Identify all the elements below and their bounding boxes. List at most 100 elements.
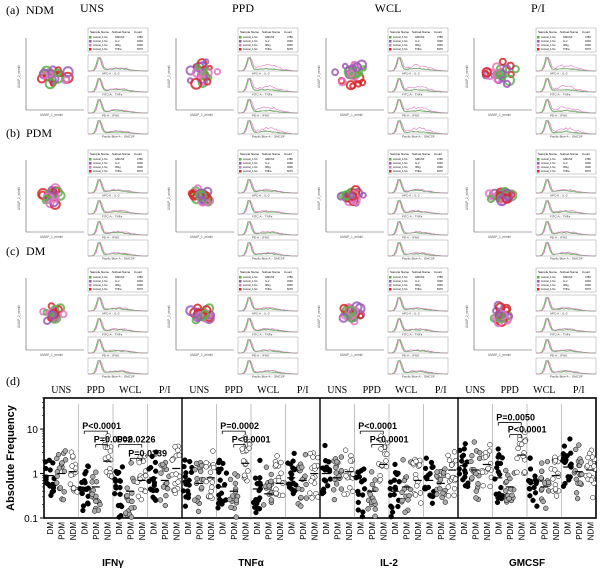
- histogram-axis-label: FITC-A :: TNFa: [252, 215, 273, 219]
- data-point: [526, 485, 532, 492]
- p-value-label: P<0.0001: [508, 425, 547, 435]
- data-point: [60, 497, 67, 503]
- histogram-trace: [387, 221, 448, 236]
- umap-y-label: UMAP_2_mimili: [465, 305, 469, 328]
- histogram-trace: [388, 296, 449, 312]
- data-point: [266, 483, 272, 489]
- data-point: [527, 466, 534, 472]
- data-point: [331, 487, 337, 493]
- table-cell: 4780: [585, 35, 591, 39]
- table-cell: concat_1.fcs: [243, 169, 258, 173]
- table-header: Subset Name: [560, 152, 579, 156]
- cohort-tick-label: PDM: [437, 522, 446, 540]
- data-point: [158, 470, 164, 476]
- table-header: Count: [134, 270, 142, 274]
- data-point: [253, 509, 259, 516]
- data-point: [578, 459, 584, 465]
- table-swatch: [239, 48, 242, 51]
- data-point: [146, 478, 152, 484]
- table-swatch: [389, 48, 392, 51]
- table-cell: concat_1.fcs: [541, 165, 556, 169]
- table-header: Subset Name: [560, 30, 579, 34]
- table-cell: 4500: [137, 43, 143, 47]
- table-cell: GMCSF: [415, 275, 425, 279]
- data-point: [388, 514, 394, 520]
- table-header: Subset Name: [412, 30, 431, 34]
- data-point: [437, 477, 444, 483]
- data-point: [62, 448, 68, 454]
- data-point: [81, 478, 88, 484]
- histogram-frame: [387, 75, 449, 93]
- histogram-trace: [238, 77, 299, 93]
- umap-cluster: [502, 64, 512, 74]
- flow-panel: UMAP_2_mimili UMAP_1_mimili Sample Name Sub…: [17, 267, 149, 379]
- table-cell: concat_1.fcs: [541, 47, 556, 51]
- histogram-frame: [237, 176, 299, 194]
- data-point: [407, 486, 414, 493]
- data-point: [585, 454, 591, 461]
- histogram-trace: [238, 241, 299, 257]
- table-cell: TNFa: [265, 287, 272, 291]
- table-cell: concat_1.fcs: [393, 35, 408, 39]
- data-point: [532, 490, 539, 496]
- histogram-axis-label: Pacific Blue-A :: GMCSF: [252, 135, 285, 139]
- table-header: Subset Name: [112, 152, 131, 156]
- table-swatch: [89, 166, 92, 169]
- table-swatch: [537, 162, 540, 165]
- histogram-frame: [237, 54, 299, 72]
- data-point: [280, 492, 286, 499]
- data-point: [392, 461, 398, 468]
- data-point: [241, 472, 248, 478]
- table-cell: GMCSF: [415, 157, 425, 161]
- cohort-tick-label: DM: [218, 522, 227, 535]
- data-point: [356, 474, 363, 480]
- histogram-trace: [88, 56, 148, 72]
- data-point: [217, 477, 223, 483]
- data-point: [116, 469, 122, 476]
- histogram-trace: [536, 77, 596, 93]
- umap-cluster: [336, 192, 346, 201]
- data-point: [223, 470, 230, 476]
- histogram-frame: [237, 336, 299, 354]
- data-point: [182, 503, 189, 509]
- data-point: [299, 476, 306, 483]
- umap-x-label: UMAP_1_mimili: [488, 353, 511, 357]
- histogram-trace: [388, 56, 449, 72]
- stim-label: UNS: [327, 385, 347, 396]
- cohort-tick-label: PDM: [161, 522, 170, 540]
- data-point: [487, 483, 493, 490]
- table-cell: 3230: [437, 161, 443, 165]
- data-point: [268, 471, 274, 478]
- p-value-label: P=0.0002: [220, 421, 259, 431]
- p-value-label: P<0.0001: [358, 421, 397, 431]
- table-header: Subset Name: [412, 270, 431, 274]
- flow-panel: UMAP_2_mimili UMAP_1_mimili Sample Name Sub…: [317, 267, 449, 379]
- data-point: [568, 461, 574, 467]
- data-point: [372, 506, 378, 512]
- table-header: Subset Name: [560, 270, 579, 274]
- histogram-axis-label: APC-A :: IL-2: [402, 194, 420, 198]
- data-point: [399, 489, 405, 496]
- histogram-frame: [535, 218, 597, 236]
- histogram-axis-label: PE-A :: IFNG: [252, 236, 270, 240]
- data-point: [97, 501, 103, 508]
- data-point: [503, 488, 509, 494]
- table-cell: 4500: [437, 165, 443, 169]
- cohort-tick-label: DM: [356, 522, 365, 535]
- histogram-trace: [388, 77, 449, 93]
- data-point: [473, 495, 479, 501]
- histogram-trace: [237, 56, 299, 72]
- table-swatch: [239, 288, 242, 291]
- histogram-trace: [387, 119, 448, 135]
- data-point: [320, 465, 326, 471]
- cohort-tick-label: NDM: [69, 522, 78, 541]
- umap-x-label: UMAP_1_mimili: [488, 113, 511, 117]
- cohort-tick-label: DM: [529, 522, 538, 535]
- data-point: [587, 460, 594, 466]
- histogram-axis-label: APC-A :: IL-2: [550, 312, 568, 316]
- table-cell: concat_1.fcs: [541, 283, 556, 287]
- data-point: [288, 481, 294, 487]
- umap-cluster: [47, 185, 56, 195]
- flow-panel: UMAP_2_mimili UMAP_1_mimili Sample Name Sub…: [317, 149, 449, 261]
